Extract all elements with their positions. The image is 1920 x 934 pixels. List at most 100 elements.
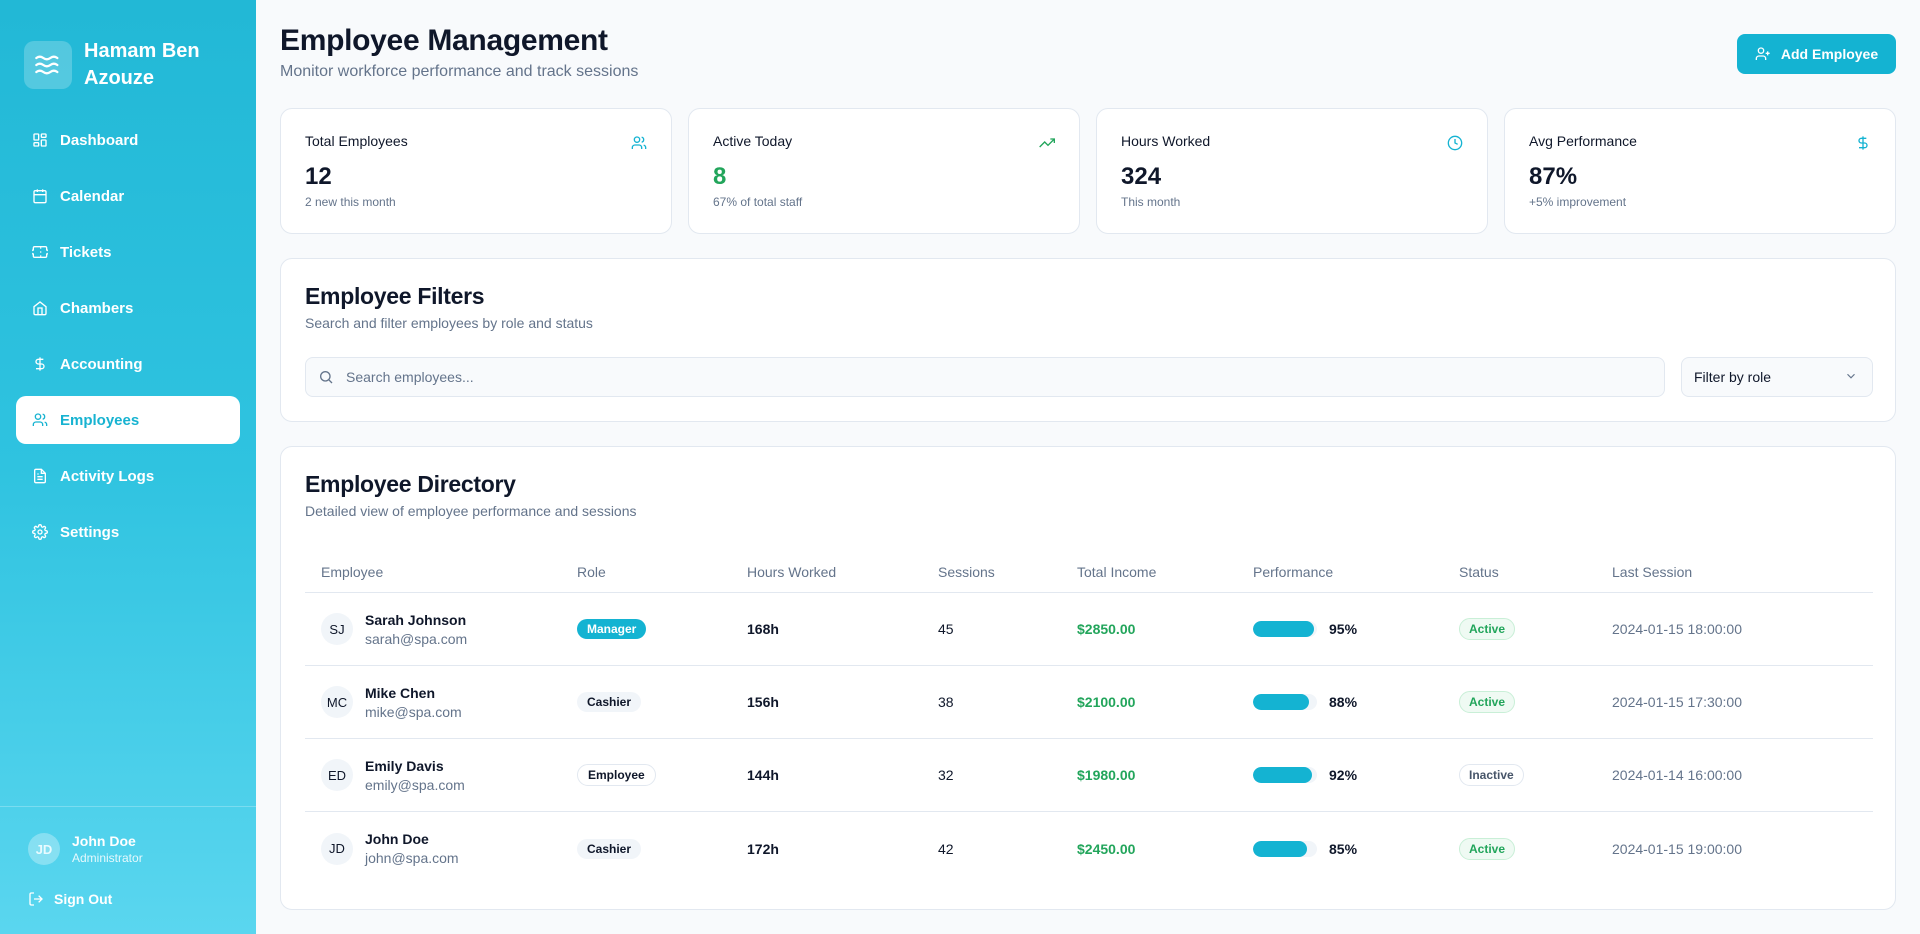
sidebar-footer: JD John Doe Administrator Sign Out <box>0 806 256 934</box>
add-employee-label: Add Employee <box>1780 46 1879 62</box>
stat-note: This month <box>1121 195 1181 209</box>
performance-value: 92% <box>1329 767 1358 783</box>
sidebar-item-label: Accounting <box>60 355 143 373</box>
performance-value: 85% <box>1329 840 1358 857</box>
grid-icon <box>32 132 48 148</box>
last-session: 2024-01-15 18:00:00 <box>1612 621 1742 637</box>
sidebar-item-accounting[interactable]: Accounting <box>16 340 240 388</box>
performance-bar <box>1253 767 1317 783</box>
calendar-icon <box>32 188 48 204</box>
page-title: Employee Management <box>280 24 608 57</box>
employee-name: Sarah Johnson <box>365 611 467 628</box>
sidebar-item-calendar[interactable]: Calendar <box>16 172 240 220</box>
table-row[interactable]: MC Mike Chen mike@spa.com Cashier 156h 3… <box>305 666 1873 739</box>
sidebar-item-label: Employees <box>60 411 140 429</box>
total-income: $2450.00 <box>1077 840 1136 857</box>
performance-bar <box>1253 840 1317 857</box>
sign-out-button[interactable]: Sign Out <box>0 865 256 907</box>
column-header: Status <box>1459 563 1499 580</box>
hours-worked: 172h <box>747 840 779 857</box>
directory-title: Employee Directory <box>305 471 516 497</box>
logout-icon <box>28 891 44 907</box>
employee-name: John Doe <box>365 831 429 847</box>
role-badge: Cashier <box>577 692 642 712</box>
stat-value: 324 <box>1121 163 1162 190</box>
employee-email: mike@spa.com <box>365 703 462 720</box>
column-header: Employee <box>321 563 384 580</box>
add-employee-button[interactable]: Add Employee <box>1737 34 1896 74</box>
role-filter-select[interactable]: Filter by role <box>1681 357 1873 397</box>
directory-subtitle: Detailed view of employee performance an… <box>305 503 637 519</box>
sidebar-item-settings[interactable]: Settings <box>16 508 240 556</box>
trending-up-icon <box>1039 135 1055 151</box>
gear-icon <box>32 524 48 540</box>
current-user: JD John Doe Administrator <box>0 807 256 865</box>
column-header: Performance <box>1253 563 1334 580</box>
performance-bar <box>1253 621 1317 637</box>
employee-email: john@spa.com <box>365 850 459 866</box>
column-header: Hours Worked <box>747 563 837 580</box>
stat-card-avg-performance: Avg Performance 87% +5% improvement <box>1504 108 1896 234</box>
role-badge: Employee <box>577 764 656 786</box>
stat-card-active-today: Active Today 8 67% of total staff <box>688 108 1080 234</box>
stat-value: 12 <box>305 163 332 190</box>
total-income: $1980.00 <box>1077 767 1136 783</box>
stats-row: Total Employees 12 2 new this month Acti… <box>280 108 1896 234</box>
sessions: 45 <box>938 621 954 637</box>
sidebar-nav: Dashboard Calendar Tickets Chambers Acco… <box>16 116 240 564</box>
sessions: 38 <box>938 694 954 710</box>
stat-card-hours-worked: Hours Worked 324 This month <box>1096 108 1488 234</box>
users-icon <box>32 412 48 428</box>
clock-icon <box>1447 135 1463 151</box>
sign-out-label: Sign Out <box>54 891 113 907</box>
performance-value: 88% <box>1329 694 1358 710</box>
employee-table: Employee Role Hours Worked Sessions Tota… <box>305 551 1873 885</box>
stat-label: Hours Worked <box>1121 133 1211 149</box>
hours-worked: 144h <box>747 767 779 783</box>
sessions: 32 <box>938 767 954 783</box>
sidebar-item-label: Settings <box>60 523 120 541</box>
table-row[interactable]: SJ Sarah Johnson sarah@spa.com Manager 1… <box>305 593 1873 666</box>
waves-icon <box>24 41 72 89</box>
sidebar-item-chambers[interactable]: Chambers <box>16 284 240 332</box>
last-session: 2024-01-15 17:30:00 <box>1612 694 1742 710</box>
employee-name: Mike Chen <box>365 684 436 701</box>
stat-value: 87% <box>1529 163 1578 190</box>
status-badge: Active <box>1459 837 1516 860</box>
filters-subtitle: Search and filter employees by role and … <box>305 315 593 331</box>
stat-label: Total Employees <box>305 133 408 149</box>
sessions: 42 <box>938 840 954 857</box>
stat-value: 8 <box>713 163 727 190</box>
dollar-icon <box>1855 135 1871 151</box>
stat-note: 2 new this month <box>305 195 396 209</box>
ticket-icon <box>32 244 48 260</box>
performance-bar-fill <box>1253 767 1312 783</box>
avatar: SJ <box>321 613 353 645</box>
dollar-icon <box>32 356 48 372</box>
status-badge: Inactive <box>1459 764 1524 786</box>
sidebar-item-tickets[interactable]: Tickets <box>16 228 240 276</box>
search-input[interactable] <box>346 369 1646 385</box>
chevron-down-icon <box>1844 369 1858 386</box>
sidebar-item-dashboard[interactable]: Dashboard <box>16 116 240 164</box>
stat-label: Active Today <box>713 133 793 149</box>
column-header: Role <box>577 563 606 580</box>
user-plus-icon <box>1755 46 1771 62</box>
brand-name: Hamam Ben Azouze <box>84 40 200 89</box>
employee-email: sarah@spa.com <box>365 630 468 647</box>
table-row[interactable]: ED Emily Davis emily@spa.com Employee 14… <box>305 739 1873 812</box>
table-row[interactable]: JD John Doe john@spa.com Cashier 172h 42… <box>305 812 1873 885</box>
avatar: JD <box>28 833 60 865</box>
sidebar-item-activity-logs[interactable]: Activity Logs <box>16 452 240 500</box>
table-header: Employee Role Hours Worked Sessions Tota… <box>305 551 1873 593</box>
stat-note: 67% of total staff <box>713 195 803 209</box>
role-filter-value: Filter by role <box>1694 369 1772 385</box>
last-session: 2024-01-14 16:00:00 <box>1612 767 1742 783</box>
file-icon <box>32 468 48 484</box>
status-badge: Active <box>1459 691 1516 713</box>
sidebar-item-employees[interactable]: Employees <box>16 396 240 444</box>
table-body: SJ Sarah Johnson sarah@spa.com Manager 1… <box>305 593 1873 885</box>
status-badge: Active <box>1459 618 1516 640</box>
hours-worked: 156h <box>747 694 779 710</box>
employee-name: Emily Davis <box>365 757 444 774</box>
